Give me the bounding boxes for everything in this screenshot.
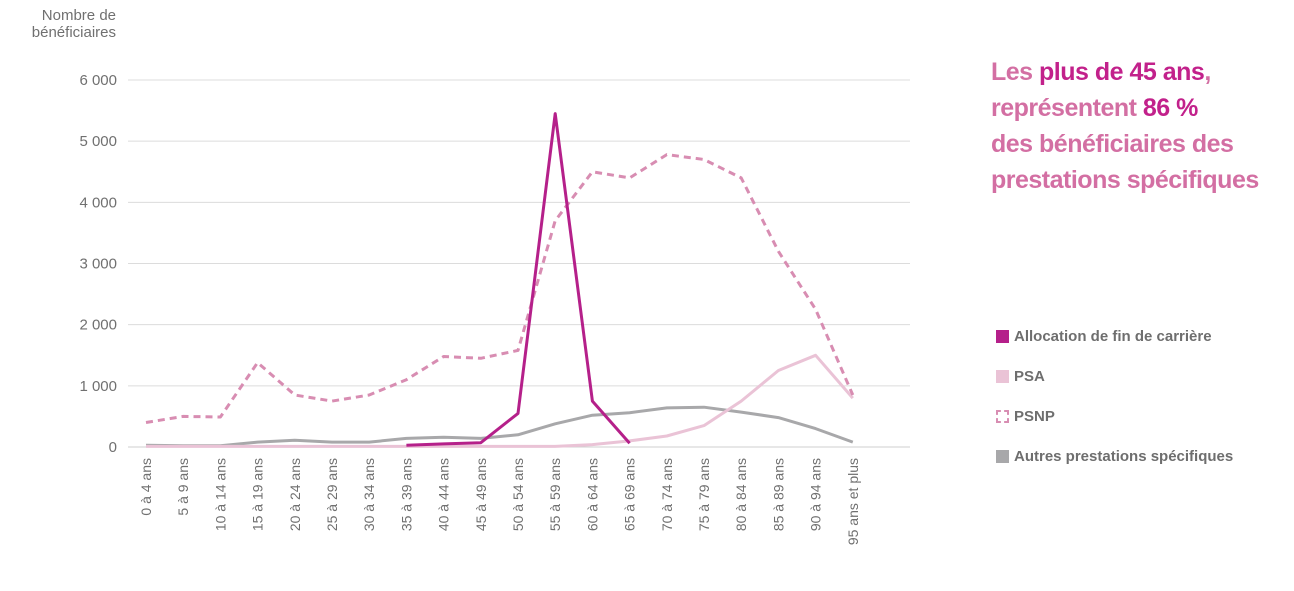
legend-label-autres: Autres prestations spécifiques <box>1014 448 1234 465</box>
headline-text-1: Les <box>991 58 1040 86</box>
headline-text-2: , <box>1204 58 1211 86</box>
x-tick-label: 55 à 59 ans <box>547 458 563 531</box>
x-tick-label: 5 à 9 ans <box>175 458 191 516</box>
legend-swatch-psnp <box>996 410 1009 423</box>
legend-label-psnp: PSNP <box>1014 408 1055 425</box>
x-tick-label: 10 à 14 ans <box>212 458 228 531</box>
headline-text-3: représentent <box>991 94 1143 122</box>
x-tick-label: 35 à 39 ans <box>398 458 414 531</box>
x-tick-label: 80 à 84 ans <box>733 458 749 531</box>
legend: Allocation de fin de carrière PSA PSNP A… <box>996 327 1294 487</box>
x-tick-label: 60 à 64 ans <box>584 458 600 531</box>
x-tick-labels: 0 à 4 ans 5 à 9 ans 10 à 14 ans 15 à 19 ans… <box>138 458 861 545</box>
y-tick-label: 2 000 <box>79 317 117 334</box>
x-tick-label: 90 à 94 ans <box>808 458 824 531</box>
legend-item-psnp: PSNP <box>996 407 1294 426</box>
y-tick-label: 1 000 <box>79 378 117 395</box>
legend-label-psa: PSA <box>1014 368 1045 385</box>
x-tick-label: 70 à 74 ans <box>659 458 675 531</box>
legend-swatch-afc <box>996 330 1009 343</box>
series-lines <box>145 112 855 448</box>
x-tick-label: 50 à 54 ans <box>510 458 526 531</box>
x-tick-label: 15 à 19 ans <box>250 458 266 531</box>
y-tick-label: 5 000 <box>79 133 117 150</box>
x-tick-label: 95 ans et plus <box>845 458 861 545</box>
headline-text-5: prestations spécifiques <box>991 166 1259 194</box>
legend-item-afc: Allocation de fin de carrière <box>996 327 1294 346</box>
headline-callout: Les plus de 45 ans, représentent 86 % de… <box>991 54 1291 198</box>
legend-item-psa: PSA <box>996 367 1294 386</box>
x-tick-label: 30 à 34 ans <box>361 458 377 531</box>
headline-highlight-2: 86 % <box>1142 94 1198 122</box>
legend-swatch-autres <box>996 450 1009 463</box>
series-line-autres-prestations-sp-cifiques <box>145 405 854 448</box>
x-tick-label: 75 à 79 ans <box>696 458 712 531</box>
y-tick-label: 3 000 <box>79 256 117 273</box>
headline-highlight-1: plus de 45 ans <box>1039 58 1205 86</box>
series-line-allocation-de-fin-de-carri-re <box>406 112 631 447</box>
y-tick-labels: 0 1 000 2 000 3 000 4 000 5 000 6 000 <box>79 72 117 456</box>
line-chart: 0 1 000 2 000 3 000 4 000 5 000 6 000 0 à 4 an… <box>79 72 910 545</box>
gridlines <box>128 79 910 448</box>
x-tick-label: 65 à 69 ans <box>622 458 638 531</box>
x-tick-label: 20 à 24 ans <box>287 458 303 531</box>
headline-text-4: des bénéficiaires des <box>991 130 1234 158</box>
y-tick-label: 6 000 <box>79 72 117 89</box>
x-tick-label: 25 à 29 ans <box>324 458 340 531</box>
legend-swatch-psa <box>996 370 1009 383</box>
x-tick-label: 40 à 44 ans <box>436 458 452 531</box>
x-tick-label: 45 à 49 ans <box>473 458 489 531</box>
y-tick-label: 4 000 <box>79 194 117 211</box>
x-tick-label: 0 à 4 ans <box>138 458 154 516</box>
x-tick-label: 85 à 89 ans <box>770 458 786 531</box>
y-axis-title: Nombre de bénéficiaires <box>31 7 116 41</box>
legend-item-autres: Autres prestations spécifiques <box>996 447 1294 466</box>
legend-label-afc: Allocation de fin de carrière <box>1014 328 1212 345</box>
series-line-psa <box>146 353 854 448</box>
y-tick-label: 0 <box>109 439 117 456</box>
series-line-psnp <box>145 153 855 424</box>
